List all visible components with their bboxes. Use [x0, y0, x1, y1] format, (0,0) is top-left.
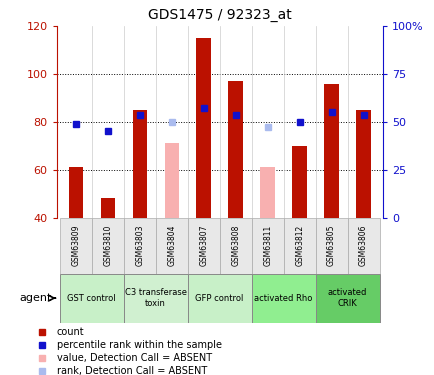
- Text: GSM63805: GSM63805: [326, 225, 335, 266]
- Text: GSM63804: GSM63804: [167, 225, 176, 266]
- Title: GDS1475 / 92323_at: GDS1475 / 92323_at: [148, 9, 291, 22]
- Bar: [155, 217, 187, 274]
- Bar: [187, 217, 219, 274]
- Bar: [123, 217, 155, 274]
- Text: rank, Detection Call = ABSENT: rank, Detection Call = ABSENT: [57, 366, 207, 375]
- Text: agent: agent: [20, 293, 52, 303]
- Bar: [100, 198, 115, 217]
- Text: count: count: [57, 327, 85, 337]
- Bar: [251, 217, 283, 274]
- Text: percentile rank within the sample: percentile rank within the sample: [57, 340, 221, 350]
- Text: GSM63812: GSM63812: [294, 225, 303, 266]
- Bar: [59, 274, 123, 322]
- Text: GSM63803: GSM63803: [135, 225, 144, 266]
- Text: GSM63810: GSM63810: [103, 225, 112, 266]
- Bar: [260, 167, 274, 217]
- Bar: [347, 217, 379, 274]
- Bar: [251, 274, 315, 322]
- Text: GST control: GST control: [67, 294, 116, 303]
- Text: GFP control: GFP control: [195, 294, 243, 303]
- Text: GSM63806: GSM63806: [358, 225, 367, 266]
- Bar: [292, 146, 306, 218]
- Text: GSM63811: GSM63811: [263, 225, 272, 266]
- Bar: [219, 217, 251, 274]
- Bar: [283, 217, 315, 274]
- Bar: [228, 81, 242, 218]
- Text: GSM63809: GSM63809: [71, 225, 80, 266]
- Bar: [92, 217, 123, 274]
- Bar: [132, 110, 147, 218]
- Bar: [69, 167, 83, 217]
- Text: GSM63808: GSM63808: [230, 225, 240, 266]
- Bar: [187, 274, 251, 322]
- Bar: [355, 110, 370, 218]
- Text: GSM63807: GSM63807: [199, 225, 208, 266]
- Bar: [123, 274, 187, 322]
- Bar: [324, 84, 338, 218]
- Bar: [59, 217, 92, 274]
- Bar: [196, 38, 210, 218]
- Bar: [164, 143, 178, 218]
- Text: C3 transferase
toxin: C3 transferase toxin: [125, 288, 186, 308]
- Text: activated Rho: activated Rho: [254, 294, 312, 303]
- Bar: [315, 217, 347, 274]
- Bar: [315, 274, 379, 322]
- Text: value, Detection Call = ABSENT: value, Detection Call = ABSENT: [57, 353, 212, 363]
- Text: activated
CRIK: activated CRIK: [327, 288, 366, 308]
